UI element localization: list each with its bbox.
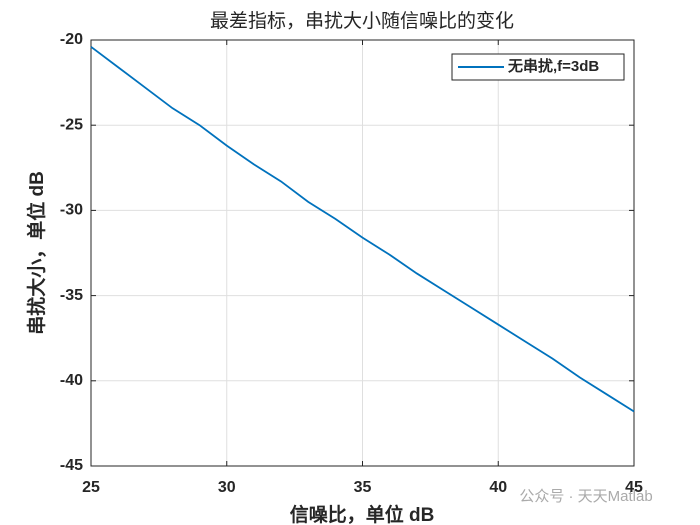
- line: [90, 46, 635, 413]
- x-axis-label: 信噪比，单位 dB: [290, 503, 435, 525]
- axes-box: [90, 39, 635, 467]
- y-tick-label: -25: [60, 116, 83, 133]
- x-tick-label: 45: [625, 479, 643, 496]
- chart-title: 最差指标，串扰大小随信噪比的变化: [210, 10, 514, 32]
- watermark: 公众号 · 天天Matlab: [519, 488, 652, 505]
- y-tick-label: -30: [60, 202, 83, 219]
- y-axis-label: 串扰大小，单位 dB: [25, 171, 48, 335]
- y-tick-label: -40: [60, 372, 83, 389]
- x-tick-label: 40: [489, 479, 507, 496]
- x-tick-label: 35: [354, 479, 372, 496]
- y-tick-label: -20: [60, 31, 83, 48]
- x-tick-label: 30: [218, 479, 236, 496]
- y-tick-label: -45: [60, 457, 83, 474]
- legend-label: 无串扰,f=3dB: [507, 57, 599, 75]
- y-tick-label: -35: [60, 287, 83, 304]
- x-tick-label: 25: [82, 479, 100, 496]
